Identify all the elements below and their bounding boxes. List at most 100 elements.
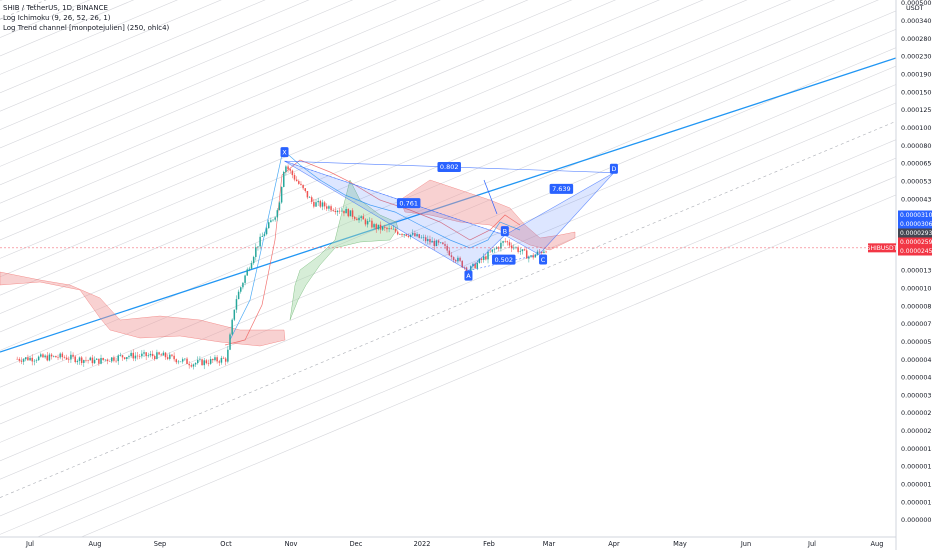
harmonic-ratio-badge — [396, 198, 421, 209]
candle-body — [141, 353, 143, 357]
candle-body — [242, 282, 244, 288]
candle-body — [442, 242, 444, 245]
candle-body — [338, 210, 341, 212]
candle-body — [102, 357, 104, 360]
candle-body — [300, 183, 302, 185]
candle-body — [16, 358, 18, 360]
candle-body — [181, 359, 184, 362]
candle-body — [321, 202, 324, 207]
time-tick-label: Feb — [483, 540, 495, 548]
candle-body — [474, 263, 476, 269]
candle-body — [502, 241, 504, 243]
candle-body — [218, 361, 221, 363]
candle-body — [89, 357, 92, 361]
trend-channel-line — [0, 0, 792, 333]
candle-body — [444, 244, 446, 246]
candle-body — [289, 169, 291, 171]
ichimoku-cloud-bullish — [289, 179, 399, 321]
time-tick-label: May — [673, 540, 687, 548]
candle-body — [381, 226, 384, 230]
price-tick-label: 0.00001300 — [901, 267, 932, 275]
time-axis[interactable]: Jul Aug Sep Oct Nov Dec 2022 Feb Mar Apr May Jun Jul… — [25, 540, 883, 548]
candle-body — [272, 219, 274, 221]
candle-body — [164, 352, 167, 358]
legend-trend-channel[interactable]: Log Trend channel [monpotejulien] (250, … — [3, 24, 170, 32]
candle-body — [470, 266, 472, 272]
candle-body — [80, 357, 83, 363]
candle-body — [463, 267, 466, 269]
candle-body — [336, 210, 339, 213]
time-tick-label: Apr — [608, 540, 620, 548]
candle-body — [360, 216, 362, 218]
candle-body — [134, 355, 137, 359]
trend-channel-line — [0, 0, 135, 57]
candle-body — [407, 235, 410, 237]
candle-body — [57, 357, 59, 358]
plot-area[interactable]: 0.802 0.761 0.502 7.639 X A B C D — [0, 0, 896, 550]
candle-body — [396, 231, 399, 235]
candle-body — [188, 363, 190, 366]
candle-body — [194, 363, 197, 365]
trend-channel-line — [0, 0, 836, 351]
price-tick-label: 0.00001050 — [901, 284, 932, 292]
candle-body — [504, 241, 506, 242]
candle-body — [412, 233, 414, 235]
harmonic-point-label: X — [282, 148, 287, 156]
candle-body — [392, 228, 395, 230]
trend-channel-line — [0, 0, 660, 278]
candle-body — [68, 359, 70, 361]
trend-channel-line — [0, 0, 91, 38]
candle-body — [250, 263, 253, 269]
candle-body — [46, 355, 49, 361]
chart-legend[interactable]: SHIB / TetherUS, 1D, BINANCE Log Ichimok… — [3, 3, 169, 33]
candle-body — [111, 357, 113, 362]
candle-body — [74, 356, 76, 363]
trend-channel-line — [0, 0, 310, 130]
price-tick-label: 0.00000125 — [901, 481, 932, 489]
harmonic-ratio-label: 7.639 — [552, 185, 571, 193]
candle-body — [166, 357, 169, 359]
trend-channel-line — [0, 0, 222, 94]
legend-symbol[interactable]: SHIB / TetherUS, 1D, BINANCE — [3, 4, 108, 12]
candle-body — [459, 257, 461, 261]
candle-body — [201, 359, 203, 366]
candle-body — [130, 352, 132, 357]
price-axis[interactable]: 0.00050000 0.00034000 0.00028000 0.00023000… — [867, 0, 932, 524]
price-tag-label: 0.00002937 — [900, 230, 932, 237]
candle-body — [235, 299, 238, 310]
candle-body — [126, 357, 128, 359]
candle-body — [485, 256, 487, 260]
time-tick-label: Jul — [807, 540, 816, 548]
candle-body — [162, 352, 165, 356]
price-tick-label: 0.00000086 — [901, 516, 932, 524]
candle-body — [424, 237, 427, 242]
price-tick-label: 0.00023000 — [901, 53, 932, 61]
candle-body — [115, 360, 117, 362]
trend-channel-line — [0, 157, 896, 535]
candle-body — [420, 237, 423, 239]
candle-body — [147, 355, 150, 357]
candle-body — [227, 349, 229, 362]
candle-body — [498, 247, 500, 249]
trend-channel-line — [0, 65, 896, 443]
candle-body — [280, 186, 283, 203]
candle-body — [349, 210, 352, 217]
legend-ichimoku[interactable]: Log Ichimoku (9, 26, 52, 26, 1) — [3, 14, 111, 22]
trend-channel-line — [0, 10, 896, 388]
candle-body — [233, 309, 236, 320]
candle-body — [326, 206, 328, 209]
candle-body — [224, 358, 227, 362]
trend-channel-line — [0, 0, 266, 112]
candle-body — [205, 360, 208, 364]
time-tick-label: Mar — [543, 540, 556, 548]
harmonic-bcd-triangle — [504, 172, 615, 255]
price-tag — [898, 237, 932, 247]
price-tick-label: 0.00005300 — [901, 177, 932, 185]
candle-body — [248, 268, 251, 270]
candle-body — [399, 234, 401, 235]
harmonic-ratio-badge — [437, 161, 461, 172]
candle-body — [175, 359, 178, 363]
candle-body — [40, 354, 42, 357]
candle-body — [506, 241, 509, 243]
